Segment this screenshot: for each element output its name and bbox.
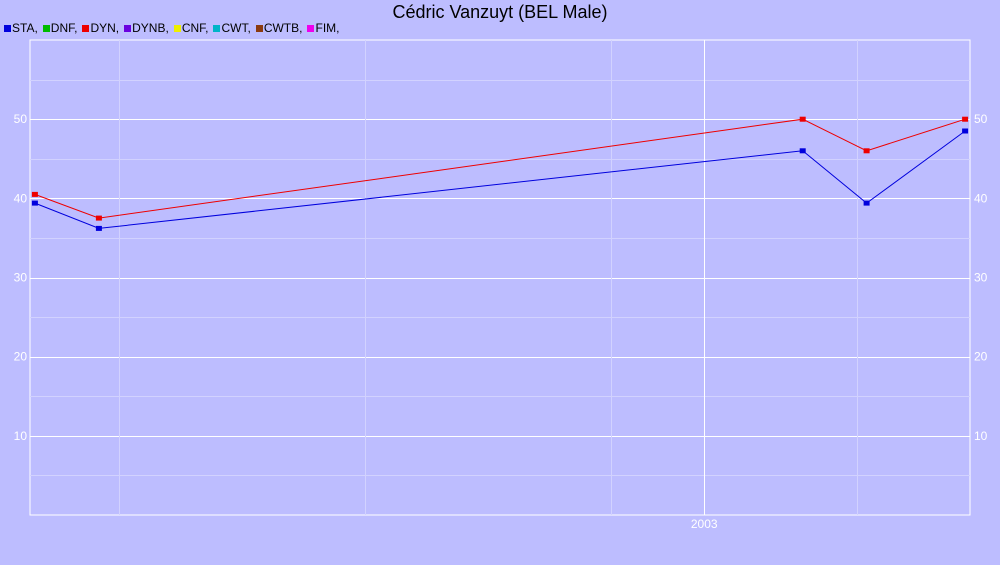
legend-label: FIM, bbox=[315, 21, 340, 35]
y-tick-label-right: 40 bbox=[974, 191, 988, 205]
legend-item: CWTB, bbox=[255, 21, 303, 35]
x-tick-label: 2003 bbox=[691, 517, 718, 531]
y-tick-label-left: 30 bbox=[14, 271, 28, 285]
series-line bbox=[34, 118, 966, 219]
y-tick-label-left: 20 bbox=[14, 350, 28, 364]
y-tick-label-left: 50 bbox=[14, 112, 28, 126]
legend-label: DYNB, bbox=[132, 21, 169, 35]
data-point bbox=[962, 116, 969, 122]
legend-label: CWTB, bbox=[263, 21, 303, 35]
chart-title: Cédric Vanzuyt (BEL Male) bbox=[392, 2, 608, 22]
legend-swatch bbox=[173, 24, 181, 32]
y-tick-label-right: 20 bbox=[974, 350, 988, 364]
legend-item: FIM, bbox=[307, 21, 339, 35]
legend-label: DYN, bbox=[90, 21, 120, 35]
legend-item: DYNB, bbox=[124, 21, 169, 35]
legend-label: STA, bbox=[12, 21, 38, 35]
legend-swatch bbox=[42, 24, 50, 32]
legend-swatch bbox=[213, 24, 221, 32]
legend-item: STA, bbox=[4, 21, 38, 35]
data-point bbox=[95, 215, 102, 221]
legend-label: CNF, bbox=[181, 21, 209, 35]
legend-swatch bbox=[82, 24, 90, 32]
legend-swatch bbox=[124, 24, 132, 32]
data-point bbox=[31, 200, 38, 206]
data-point bbox=[799, 116, 806, 122]
y-tick-label-right: 30 bbox=[974, 271, 988, 285]
series-line bbox=[34, 130, 966, 229]
legend-item: CNF, bbox=[173, 21, 209, 35]
y-tick-label-right: 50 bbox=[974, 112, 988, 126]
legend-item: DNF, bbox=[42, 21, 78, 35]
data-point bbox=[962, 128, 969, 134]
data-point bbox=[799, 148, 806, 154]
plot-frame bbox=[29, 39, 971, 516]
data-point bbox=[95, 225, 102, 231]
legend-item: DYN, bbox=[82, 21, 119, 35]
legend-item: CWT, bbox=[213, 21, 251, 35]
legend-label: CWT, bbox=[221, 21, 251, 35]
y-tick-label-right: 10 bbox=[974, 429, 988, 443]
data-point bbox=[863, 200, 870, 206]
legend-label: DNF, bbox=[50, 21, 78, 35]
legend-swatch bbox=[4, 24, 11, 32]
data-point bbox=[863, 148, 870, 154]
data-point bbox=[31, 191, 38, 197]
legend: STA, DNF, DYN, DYNB, CNF, CWT, CWTB, FIM, bbox=[4, 21, 344, 35]
y-tick-label-left: 10 bbox=[14, 429, 28, 443]
legend-swatch bbox=[307, 24, 315, 32]
legend-swatch bbox=[255, 24, 263, 32]
y-tick-label-left: 40 bbox=[14, 191, 28, 205]
